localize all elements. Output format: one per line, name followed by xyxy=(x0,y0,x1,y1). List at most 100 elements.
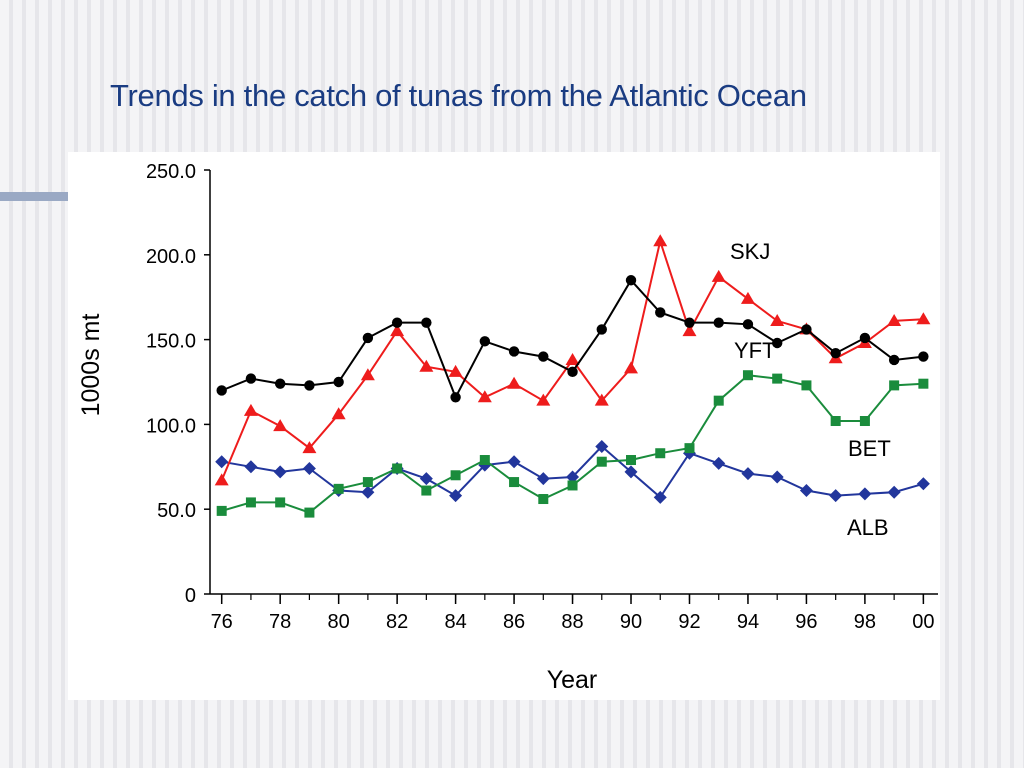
x-tick-label: 86 xyxy=(503,611,525,633)
yft-point xyxy=(302,441,317,454)
axes: 0 50.0 100.0 150.0 200.0 250.0 76 78 80 82 84 86 88 9… xyxy=(146,161,938,633)
y-tick-label: 100.0 xyxy=(146,415,196,437)
yft-point xyxy=(682,324,697,337)
bet-point xyxy=(479,455,490,466)
slide-title: Trends in the catch of tunas from the At… xyxy=(110,78,807,113)
bet-point xyxy=(772,373,783,384)
x-tick-label: 00 xyxy=(912,611,934,633)
alb-point xyxy=(449,489,463,503)
skj-point xyxy=(216,385,227,396)
alb-point xyxy=(829,489,843,503)
alb-point xyxy=(741,467,755,481)
y-axis-label: 1000s mt xyxy=(77,314,105,417)
skj-point xyxy=(655,307,666,318)
skj-point xyxy=(421,317,432,328)
skj-point xyxy=(742,319,754,330)
y-tick-label: 150.0 xyxy=(146,331,196,353)
series-line-skj xyxy=(221,278,924,400)
skj-point xyxy=(625,275,637,286)
x-tick-label: 90 xyxy=(620,611,642,633)
alb-point xyxy=(887,485,901,499)
x-tick-label: 94 xyxy=(737,611,759,633)
alb-point xyxy=(712,456,726,470)
yft-point xyxy=(448,364,463,377)
skj-point xyxy=(888,354,900,366)
yft-point xyxy=(653,234,668,247)
skj-point xyxy=(450,392,461,403)
yft-point xyxy=(243,403,258,416)
yft-point xyxy=(770,313,785,326)
alb-point xyxy=(916,477,930,491)
bet-point xyxy=(713,395,724,406)
y-tick-label: 250.0 xyxy=(146,161,196,183)
series-label-yft: YFT xyxy=(734,338,776,363)
x-tick-label: 78 xyxy=(269,611,291,633)
bet-point xyxy=(742,370,753,381)
yft-point xyxy=(390,324,405,337)
bet-point xyxy=(245,497,256,508)
yft-point xyxy=(214,473,229,486)
alb-point xyxy=(595,439,609,453)
bet-point xyxy=(275,497,286,508)
skj-point xyxy=(567,366,578,378)
y-tick-label: 50.0 xyxy=(157,500,196,522)
bet-point xyxy=(509,477,520,488)
x-tick-label: 88 xyxy=(561,611,583,633)
x-axis-label: Year xyxy=(547,666,598,694)
x-tick-label: 80 xyxy=(328,611,350,633)
bet-point xyxy=(421,485,432,496)
yft-point xyxy=(536,393,551,406)
alb-point xyxy=(566,470,580,484)
skj-point xyxy=(333,376,344,388)
tuna-catch-chart: 0 50.0 100.0 150.0 200.0 250.0 76 78 80 82 84 86 88 9… xyxy=(77,161,938,694)
skj-point xyxy=(684,317,695,328)
series-label-alb: ALB xyxy=(847,515,889,540)
skj-point xyxy=(304,380,315,391)
skj-point xyxy=(918,351,929,362)
alb-point xyxy=(858,487,872,501)
skj-point xyxy=(362,332,374,344)
yft-point xyxy=(507,376,522,389)
skj-point xyxy=(391,317,403,328)
yft-point xyxy=(887,313,902,326)
alb-point xyxy=(799,484,813,498)
skj-point xyxy=(830,347,841,359)
x-tick-label: 96 xyxy=(795,611,817,633)
skj-point xyxy=(596,324,607,335)
bet-point xyxy=(450,470,461,481)
bet-point xyxy=(626,455,637,466)
alb-point xyxy=(419,472,433,486)
skj-point xyxy=(274,378,286,389)
x-tick-label: 92 xyxy=(678,611,700,633)
skj-point xyxy=(479,336,491,347)
yft-point xyxy=(594,393,609,406)
alb-point xyxy=(215,455,229,469)
yft-point xyxy=(477,390,492,403)
yft-point xyxy=(360,368,375,381)
chart-panel: 0 50.0 100.0 150.0 200.0 250.0 76 78 80 82 84 86 88 9… xyxy=(68,152,940,700)
bet-point xyxy=(567,480,578,491)
x-tick-label: 76 xyxy=(211,611,233,633)
series-label-skj: SKJ xyxy=(730,239,770,264)
series-bet: BET xyxy=(216,370,929,518)
alb-point xyxy=(302,461,316,475)
y-tick-label: 200.0 xyxy=(146,246,196,268)
alb-point xyxy=(624,465,638,479)
skj-point xyxy=(245,373,257,384)
bet-point xyxy=(392,463,403,474)
x-tick-label: 98 xyxy=(854,611,876,633)
bet-point xyxy=(362,477,373,488)
x-tick-label: 84 xyxy=(444,611,466,633)
bet-point xyxy=(304,507,315,518)
bet-point xyxy=(655,448,666,459)
alb-point xyxy=(507,455,521,469)
alb-point xyxy=(273,465,287,479)
yft-point xyxy=(624,361,639,374)
bet-point xyxy=(889,380,900,391)
y-tick-label: 0 xyxy=(185,585,196,607)
series-label-bet: BET xyxy=(848,436,891,461)
yft-point xyxy=(740,291,755,304)
skj-point xyxy=(538,351,549,362)
bet-point xyxy=(538,494,549,505)
bet-point xyxy=(859,416,870,427)
